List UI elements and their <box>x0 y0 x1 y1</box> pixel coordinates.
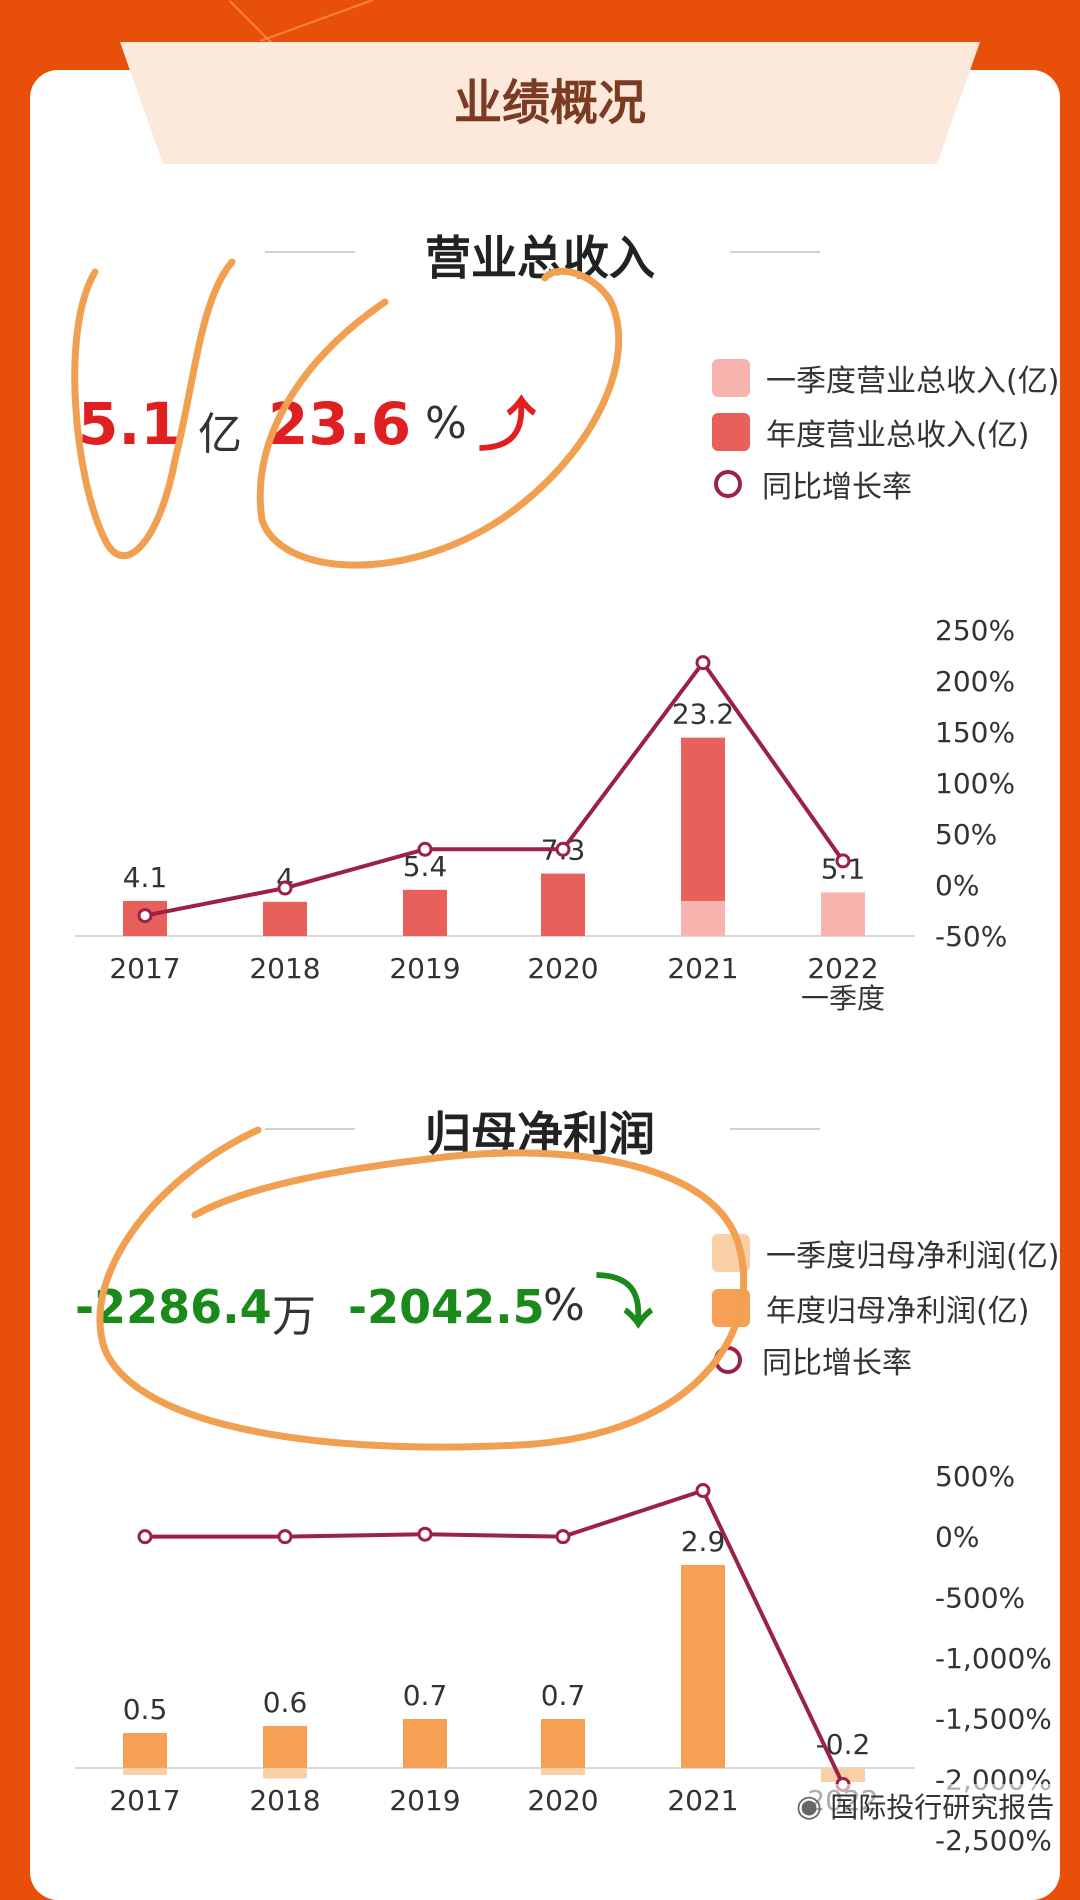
legend-annual-profit: 年度归母净利润(亿) <box>712 1288 1030 1329</box>
handwritten-annotation <box>71 258 748 1451</box>
bar-q1 <box>821 892 865 936</box>
growth-rate-point <box>417 841 433 857</box>
bar-q1 <box>541 1768 585 1775</box>
growth-rate-point <box>555 1529 571 1545</box>
watermark-text: 国际投行研究报告 <box>830 1791 1055 1824</box>
x-tick-label: 2017 <box>109 1784 180 1817</box>
bar-annual <box>263 901 307 936</box>
y2-tick-label: -500% <box>935 1581 1025 1614</box>
legend-swatch <box>712 359 750 397</box>
bar-annual <box>403 889 447 936</box>
title-rule-right <box>730 251 820 253</box>
wechat-icon: ◉ <box>796 1788 823 1824</box>
y2-tick-label: 150% <box>935 716 1015 749</box>
legend-q1-revenue: 一季度营业总收入(亿) <box>712 358 1060 399</box>
legend-marker <box>714 470 742 498</box>
bar-annual <box>403 1719 447 1768</box>
bar-annual <box>541 1719 585 1768</box>
data-label: 0.7 <box>403 1679 448 1712</box>
down-arrow-icon: ⤵ <box>595 1268 654 1336</box>
legend-label: 同比增长率 <box>762 470 912 505</box>
profit-kpi-change-unit: % <box>543 1280 585 1331</box>
y2-tick-label: 100% <box>935 767 1015 800</box>
bar-q1 <box>821 1768 865 1782</box>
data-label: 0.7 <box>541 1679 586 1712</box>
x-tick-label: 2022 <box>807 952 878 985</box>
growth-rate-point <box>137 1529 153 1545</box>
growth-rate-point <box>277 1529 293 1545</box>
x-tick-label: 2020 <box>527 952 598 985</box>
bar-q1 <box>263 1768 307 1779</box>
data-label: 0.5 <box>123 1693 168 1726</box>
x-tick-label: 2018 <box>249 952 320 985</box>
legend-label: 年度营业总收入(亿) <box>766 418 1030 453</box>
y2-tick-label: 200% <box>935 665 1015 698</box>
x-tick-label: 2018 <box>249 1784 320 1817</box>
y2-tick-label: -50% <box>935 920 1007 953</box>
legend-label: 年度归母净利润(亿) <box>766 1294 1030 1329</box>
y2-tick-label: -2,500% <box>935 1824 1052 1854</box>
x-tick-label: 2021 <box>667 952 738 985</box>
revenue-section-title: 营业总收入 <box>425 231 655 285</box>
title-rule-left <box>265 251 355 253</box>
revenue-kpi-value: 5.1 <box>78 390 181 458</box>
growth-rate-point <box>277 880 293 896</box>
y2-tick-label: -1,000% <box>935 1642 1052 1675</box>
title-rule-right <box>730 1128 820 1130</box>
bar-annual <box>541 873 585 936</box>
bar-q1 <box>681 900 725 936</box>
content-card <box>30 70 1060 1900</box>
y2-tick-label: 500% <box>935 1460 1015 1493</box>
revenue-kpi-unit: 亿 <box>198 409 242 460</box>
legend-annual-revenue: 年度营业总收入(亿) <box>712 412 1030 453</box>
page-title: 业绩概况 <box>453 75 646 131</box>
profit-chart: 0.520170.620180.720190.720202.92021-0.22… <box>75 1460 1052 1854</box>
growth-rate-line <box>144 659 845 918</box>
legend-growth-rate: 同比增长率 <box>712 464 912 505</box>
legend-label: 同比增长率 <box>762 1346 912 1381</box>
y2-tick-label: 0% <box>935 869 979 902</box>
x-tick-label: 2021 <box>667 1784 738 1817</box>
legend-label: 一季度归母净利润(亿) <box>766 1239 1060 1274</box>
growth-rate-point <box>555 841 571 857</box>
legend-label: 一季度营业总收入(亿) <box>766 364 1060 399</box>
growth-rate-point <box>695 1483 711 1499</box>
bar-annual <box>123 1733 167 1768</box>
profit-kpi-change: -2042.5 <box>348 1280 545 1334</box>
bar-annual <box>263 1726 307 1768</box>
revenue-kpi-change-unit: % <box>425 398 467 449</box>
growth-rate-point <box>417 1526 433 1542</box>
data-label: 0.6 <box>263 1686 308 1719</box>
title-rule-left <box>265 1128 355 1130</box>
x-tick-label: 2019 <box>389 1784 460 1817</box>
growth-rate-line <box>145 1488 845 1786</box>
bar-annual <box>681 1565 725 1768</box>
watermark: ◉ 国际投行研究报告 <box>790 1784 1061 1828</box>
y2-tick-label: -1,500% <box>935 1703 1052 1736</box>
legend-swatch <box>712 413 750 451</box>
header-banner: 业绩概况 <box>120 42 980 164</box>
growth-rate-point <box>835 853 851 869</box>
y2-tick-label: 50% <box>935 818 997 851</box>
growth-rate-point <box>695 655 711 671</box>
x-tick-label: 2017 <box>109 952 180 985</box>
up-arrow-icon: ⤴ <box>478 391 537 459</box>
y2-tick-label: 250% <box>935 614 1015 647</box>
x-tick-label: 一季度 <box>801 982 885 1015</box>
x-tick-label: 2020 <box>527 1784 598 1817</box>
data-label: 2.9 <box>681 1525 726 1558</box>
x-tick-label: 2019 <box>389 952 460 985</box>
y2-tick-label: 0% <box>935 1521 979 1554</box>
growth-rate-point <box>137 908 153 924</box>
data-label: 23.2 <box>672 698 734 731</box>
bar-q1 <box>123 1768 167 1775</box>
data-label: 4.1 <box>123 861 168 894</box>
profit-kpi-unit: 万 <box>272 1291 316 1342</box>
revenue-chart: 4.12017420185.420197.3202023.220215.1202… <box>75 614 1015 1015</box>
